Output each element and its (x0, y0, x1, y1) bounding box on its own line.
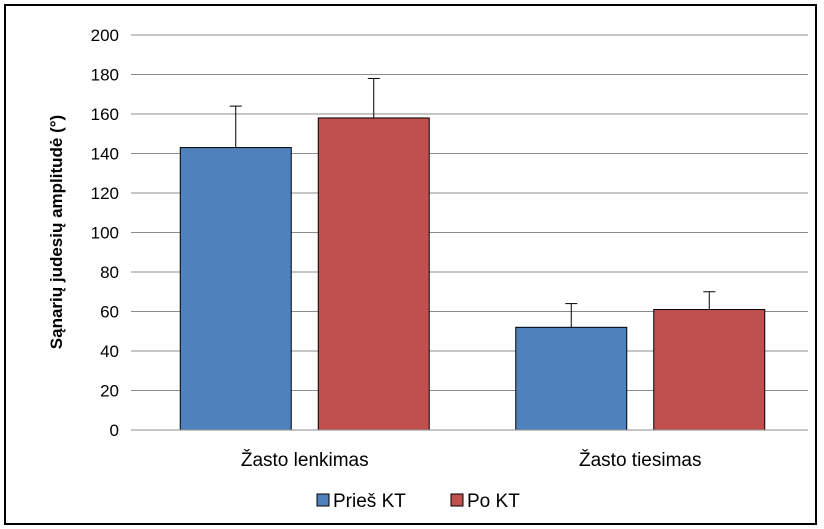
x-category-label: Žasto tiesimas (579, 449, 701, 471)
y-tick-label: 0 (110, 421, 119, 440)
legend: Prieš KT Po KT (316, 491, 520, 512)
y-tick-label: 100 (91, 224, 119, 243)
bar-po-kt (653, 309, 766, 431)
bar-pries-kt (515, 326, 628, 431)
legend-swatch (316, 493, 330, 507)
y-tick-label: 60 (100, 303, 119, 322)
y-tick-label: 80 (100, 263, 119, 282)
y-axis-ticks: 0 20 40 60 80 100 120 140 160 180 200 (91, 26, 137, 440)
y-tick-label: 20 (100, 382, 119, 401)
y-tick-label: 40 (100, 342, 119, 361)
y-tick-label: 160 (91, 105, 119, 124)
error-bars (229, 77, 716, 328)
bar-po-kt (317, 117, 430, 431)
y-tick-label: 120 (91, 184, 119, 203)
bars (179, 117, 766, 431)
x-category-label: Žasto lenkimas (241, 449, 369, 471)
y-tick-label: 140 (91, 145, 119, 164)
legend-swatch (450, 493, 464, 507)
legend-label: Po KT (467, 491, 520, 512)
bar-pries-kt (179, 147, 292, 431)
legend-label: Prieš KT (333, 491, 406, 512)
y-tick-label: 180 (91, 66, 119, 85)
x-axis-category-labels: Žasto lenkimas Žasto tiesimas (241, 449, 702, 471)
y-tick-label: 200 (91, 26, 119, 45)
y-axis-title: Sąnarių judesių amplitudė (°) (47, 115, 66, 349)
